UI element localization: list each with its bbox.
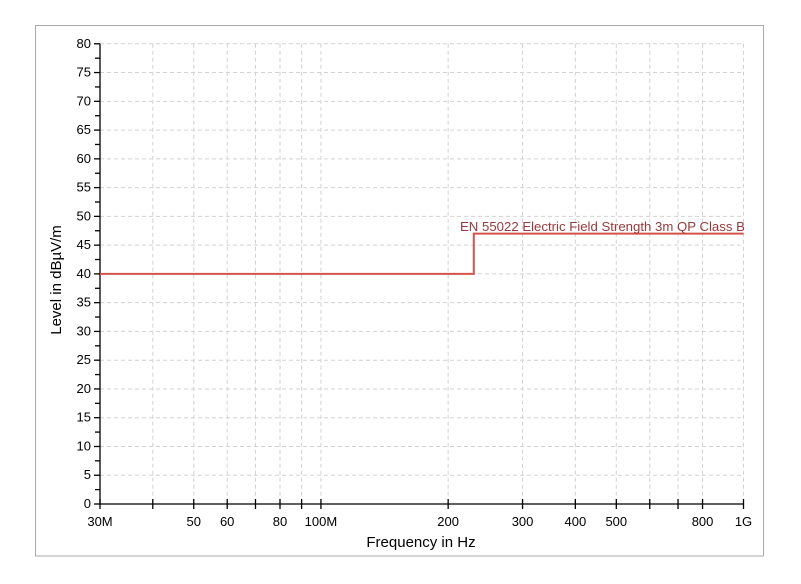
svg-text:EN 55022 Electric Field Streng: EN 55022 Electric Field Strength 3m QP C… <box>460 219 745 234</box>
svg-text:Frequency in Hz: Frequency in Hz <box>366 534 475 551</box>
svg-text:40: 40 <box>77 266 91 281</box>
svg-text:500: 500 <box>605 514 627 529</box>
svg-text:45: 45 <box>77 237 91 252</box>
svg-text:60: 60 <box>220 514 234 529</box>
svg-text:25: 25 <box>77 352 91 367</box>
svg-text:60: 60 <box>77 151 91 166</box>
svg-text:80: 80 <box>77 36 91 51</box>
svg-text:80: 80 <box>273 514 287 529</box>
svg-text:200: 200 <box>437 514 459 529</box>
svg-text:50: 50 <box>187 514 201 529</box>
svg-text:800: 800 <box>692 514 714 529</box>
svg-text:30M: 30M <box>87 514 112 529</box>
svg-text:400: 400 <box>564 514 586 529</box>
svg-text:15: 15 <box>77 410 91 425</box>
svg-text:35: 35 <box>77 295 91 310</box>
svg-text:5: 5 <box>84 467 91 482</box>
svg-text:70: 70 <box>77 93 91 108</box>
svg-text:1G: 1G <box>735 514 752 529</box>
svg-text:20: 20 <box>77 381 91 396</box>
svg-text:Level in dBµV/m: Level in dBµV/m <box>48 225 65 335</box>
svg-text:75: 75 <box>77 65 91 80</box>
svg-text:65: 65 <box>77 122 91 137</box>
svg-text:55: 55 <box>77 180 91 195</box>
svg-text:30: 30 <box>77 323 91 338</box>
svg-text:0: 0 <box>84 496 91 511</box>
svg-text:50: 50 <box>77 208 91 223</box>
svg-text:300: 300 <box>512 514 534 529</box>
svg-text:100M: 100M <box>305 514 338 529</box>
svg-text:10: 10 <box>77 438 91 453</box>
